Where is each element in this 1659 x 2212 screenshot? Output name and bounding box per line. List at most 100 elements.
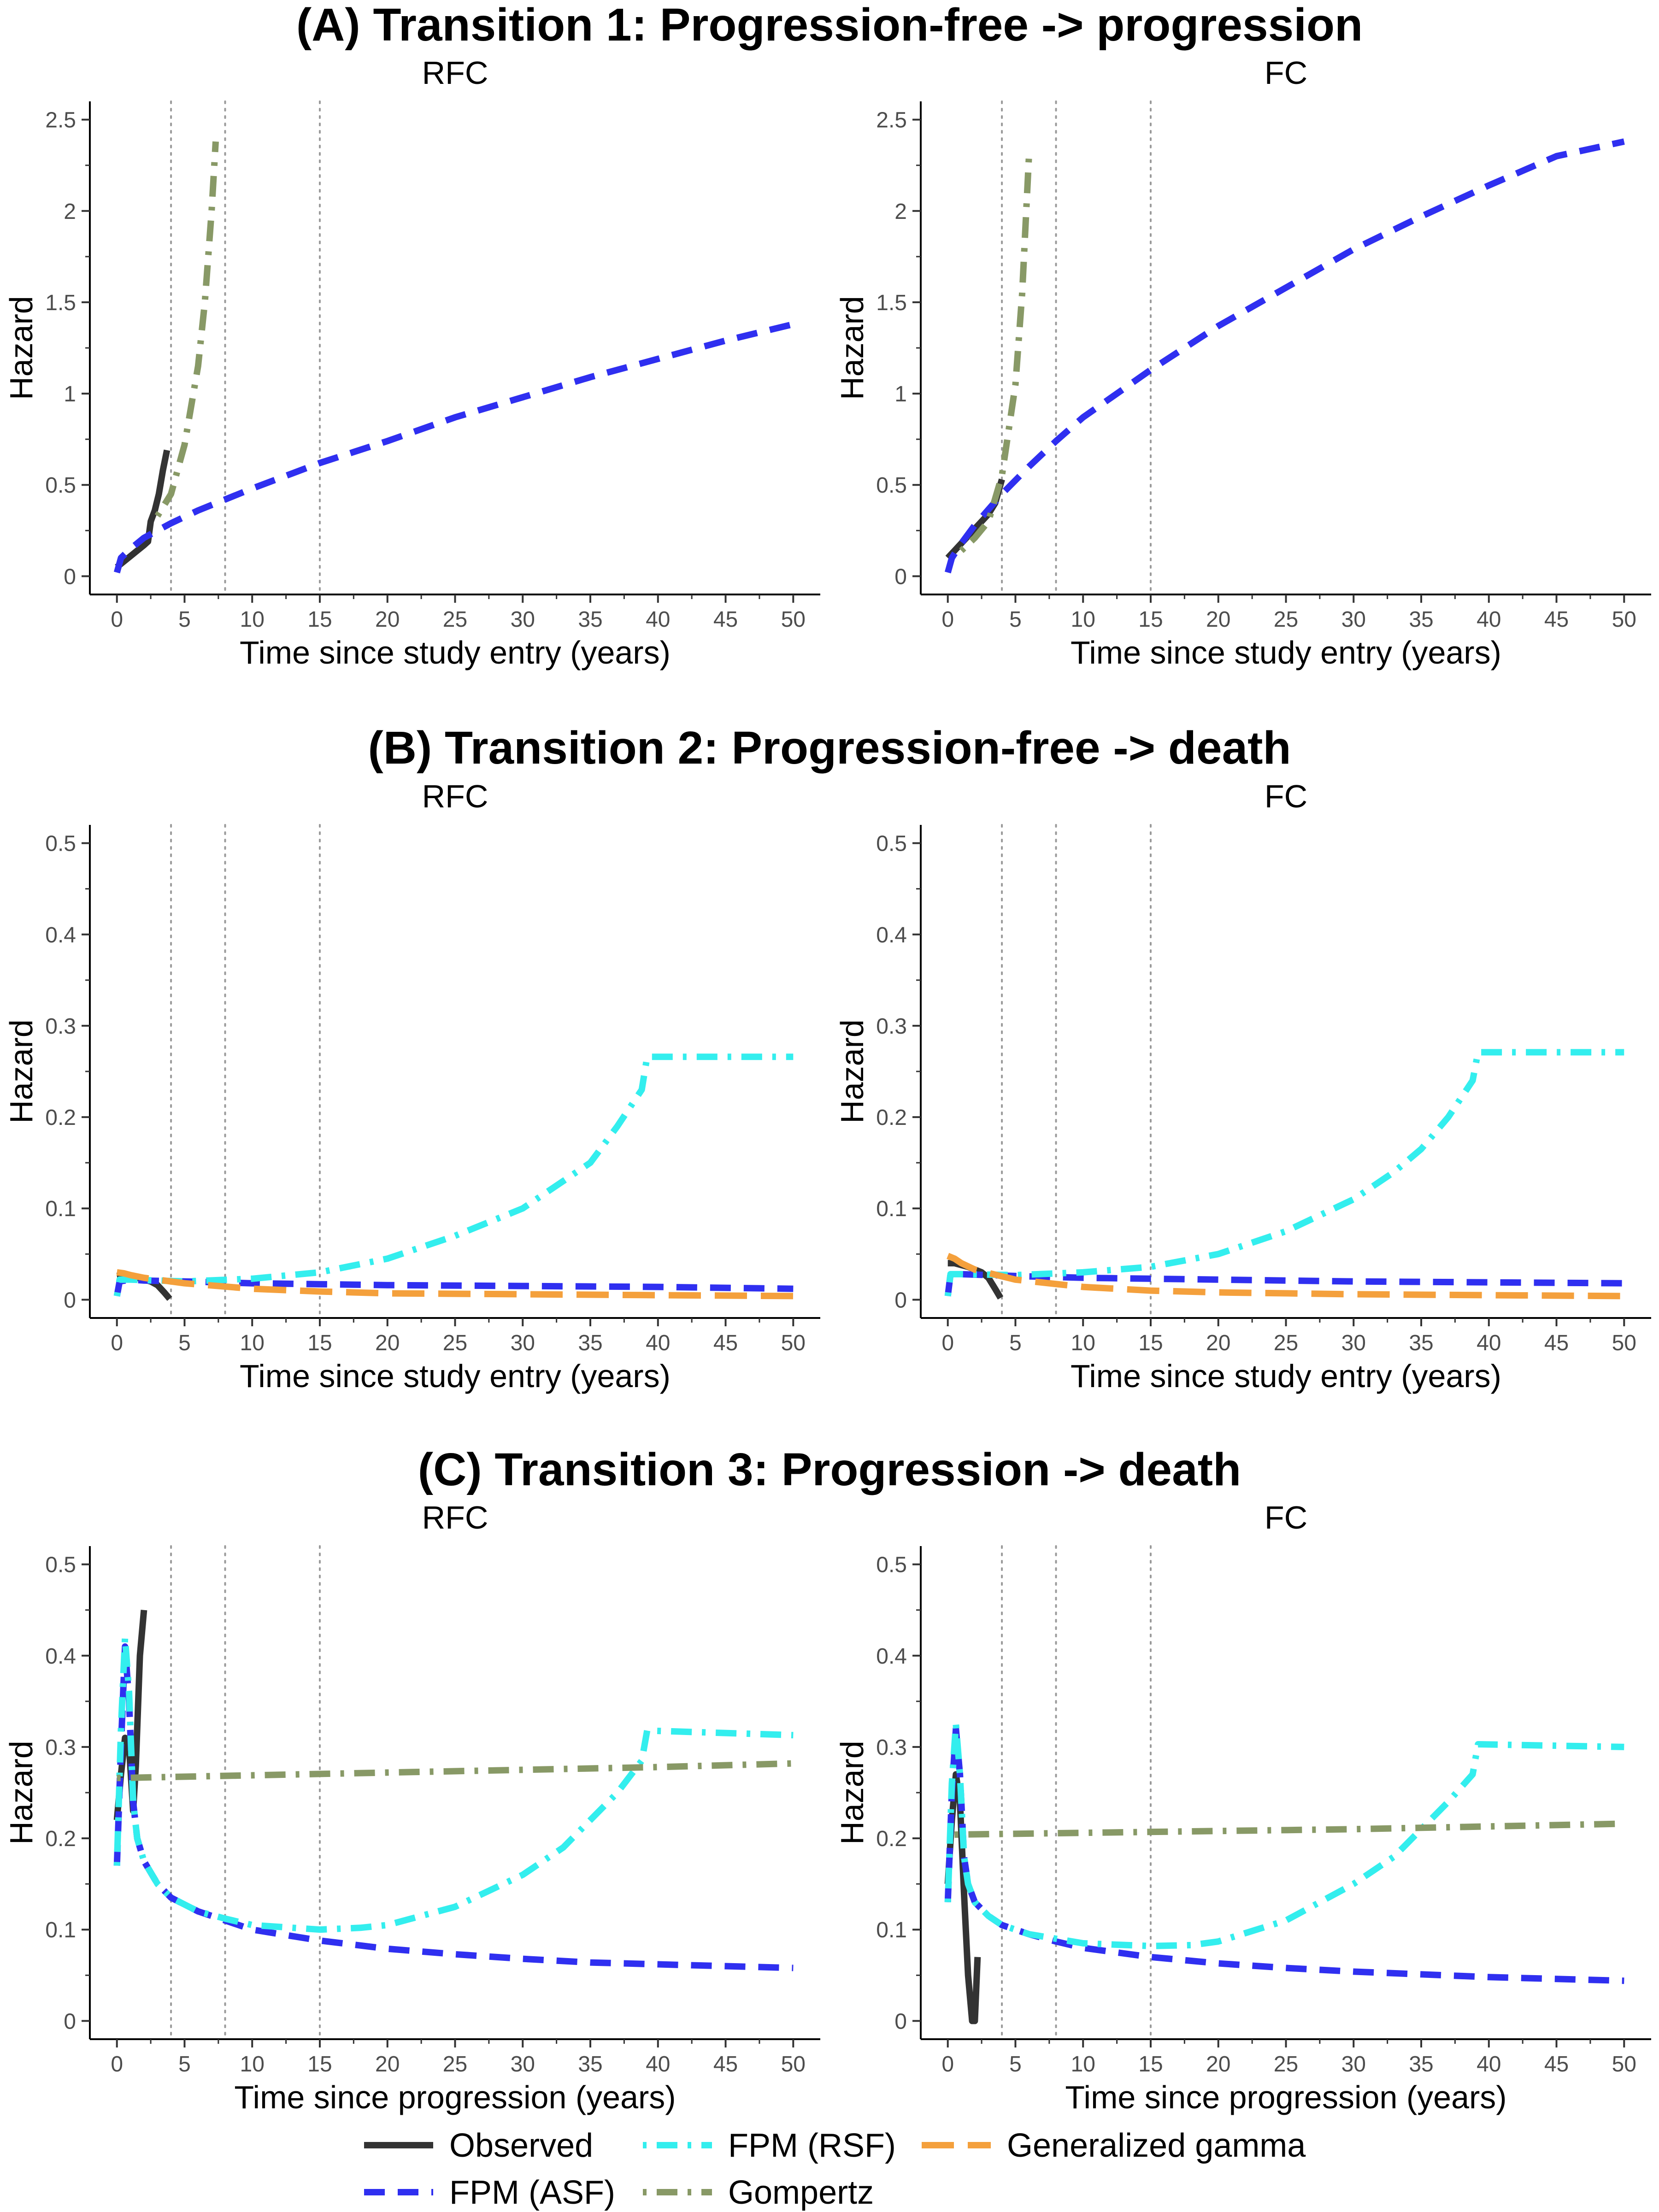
- x-tick-label: 25: [1274, 2052, 1298, 2077]
- x-tick-label: 25: [1274, 607, 1298, 632]
- x-tick-label: 40: [646, 607, 670, 632]
- y-tick-label: 0.3: [45, 1014, 76, 1039]
- x-axis-title: Time since progression (years): [1065, 2079, 1506, 2115]
- x-tick-label: 25: [1274, 1331, 1298, 1355]
- y-tick-label: 1: [894, 382, 907, 406]
- panel-title: FC: [1265, 778, 1307, 814]
- y-tick-label: 0.2: [876, 1827, 907, 1851]
- x-tick-label: 5: [1009, 2052, 1022, 2077]
- x-tick-label: 30: [1341, 1331, 1366, 1355]
- x-tick-label: 50: [781, 1331, 806, 1355]
- x-tick-label: 40: [1477, 2052, 1501, 2077]
- panel-b-rfc: RFC 0 5 10 15 20 25 30 35 40 45 50 0 0.1 0.2 0.3 0.4 0.5 T…: [3, 778, 820, 1394]
- y-axis-title: Hazard: [3, 1741, 39, 1845]
- x-tick-label: 35: [1409, 2052, 1433, 2077]
- x-tick-label: 0: [941, 607, 954, 632]
- y-tick-label: 0: [894, 2009, 907, 2034]
- y-tick-label: 0.5: [45, 473, 76, 498]
- x-tick-label: 50: [1612, 1331, 1636, 1355]
- x-tick-label: 0: [111, 607, 123, 632]
- y-tick-label: 0.5: [876, 832, 907, 856]
- x-tick-label: 35: [578, 2052, 602, 2077]
- y-tick-label: 0.3: [876, 1735, 907, 1760]
- y-tick-label: 0.2: [45, 1827, 76, 1851]
- legend-item-fpm-asf: FPM (ASF): [364, 2174, 615, 2211]
- series-gompertz: [954, 1820, 1624, 1838]
- x-axis-title: Time since progression (years): [234, 2079, 676, 2115]
- x-tick-label: 0: [941, 1331, 954, 1355]
- x-tick-label: 30: [511, 607, 535, 632]
- x-tick-label: 45: [1544, 2052, 1569, 2077]
- series-observed: [115, 449, 171, 570]
- y-tick-label: 0.4: [876, 923, 907, 947]
- x-tick-label: 50: [781, 607, 806, 632]
- legend-item-observed: Observed: [364, 2127, 593, 2164]
- x-tick-label: 20: [1206, 607, 1230, 632]
- x-tick-label: 5: [1009, 1331, 1022, 1355]
- x-tick-label: 30: [1341, 2052, 1366, 2077]
- panel-a-rfc: RFC 0 5 10 15 20 25 30 35 40 45 50 0 0.5 1 1.5 2 2.5 Time …: [3, 55, 820, 671]
- y-tick-label: 0: [64, 1288, 76, 1312]
- panel-a-fc: FC 0 5 10 15 20 25 30 35 40 45 50 0 0.5 1 1.5 2 2.5 Time s…: [834, 55, 1651, 671]
- x-tick-label: 25: [443, 2052, 467, 2077]
- y-tick-label: 1: [64, 382, 76, 406]
- panel-c-fc: FC 0 5 10 15 20 25 30 35 40 45 50 0 0.1 0.2 0.3 0.4 0.5 Ti…: [834, 1500, 1651, 2115]
- x-tick-label: 40: [1477, 607, 1501, 632]
- x-axis-title: Time since study entry (years): [1071, 635, 1501, 671]
- x-tick-label: 30: [1341, 607, 1366, 632]
- y-tick-label: 0: [64, 565, 76, 589]
- y-tick-label: 0.4: [45, 1644, 76, 1669]
- legend-label: Observed: [449, 2127, 593, 2164]
- x-tick-label: 45: [713, 1331, 738, 1355]
- x-tick-label: 5: [178, 2052, 191, 2077]
- y-tick-label: 0.3: [45, 1735, 76, 1760]
- panel-title: FC: [1265, 1500, 1307, 1535]
- y-tick-label: 0: [894, 1288, 907, 1312]
- series-fpm-rsf: [113, 1053, 794, 1297]
- y-tick-label: 2: [64, 200, 76, 224]
- series-generalized-gamma: [116, 1269, 794, 1300]
- series-fpm-asf: [944, 1271, 1624, 1297]
- x-tick-label: 20: [1206, 1331, 1230, 1355]
- y-tick-label: 0.2: [876, 1106, 907, 1130]
- x-tick-label: 30: [511, 1331, 535, 1355]
- x-tick-label: 0: [111, 2052, 123, 2077]
- y-tick-label: 2.5: [876, 108, 907, 133]
- panel-title: RFC: [422, 778, 488, 814]
- y-tick-label: 0.5: [876, 473, 907, 498]
- x-tick-label: 40: [1477, 1331, 1501, 1355]
- series-fpm-rsf: [113, 1634, 794, 1933]
- y-tick-label: 0.4: [45, 923, 76, 947]
- x-tick-label: 20: [375, 2052, 400, 2077]
- y-tick-label: 2: [894, 200, 907, 224]
- y-axis-title: Hazard: [3, 1019, 39, 1124]
- x-tick-label: 40: [646, 1331, 670, 1355]
- x-tick-label: 0: [111, 1331, 123, 1355]
- row-title-b: (B) Transition 2: Progression-free -> de…: [368, 722, 1291, 774]
- x-tick-label: 0: [941, 2052, 954, 2077]
- x-tick-label: 45: [713, 607, 738, 632]
- y-tick-label: 0.5: [45, 832, 76, 856]
- y-axis-title: Hazard: [3, 296, 39, 400]
- x-tick-label: 30: [511, 2052, 535, 2077]
- row-title-a: (A) Transition 1: Progression-free -> pr…: [296, 0, 1363, 51]
- x-tick-label: 15: [1138, 2052, 1163, 2077]
- x-tick-label: 15: [307, 1331, 332, 1355]
- x-tick-label: 25: [443, 607, 467, 632]
- x-tick-label: 45: [1544, 1331, 1569, 1355]
- y-tick-label: 0.1: [876, 1197, 907, 1221]
- legend-item-fpm-rsf: FPM (RSF): [643, 2127, 896, 2164]
- x-tick-label: 50: [781, 2052, 806, 2077]
- x-axis-title: Time since study entry (years): [1071, 1358, 1501, 1394]
- y-tick-label: 1.5: [45, 291, 76, 315]
- x-tick-label: 35: [578, 607, 602, 632]
- y-tick-label: 0.5: [876, 1553, 907, 1577]
- panel-title: RFC: [422, 1500, 488, 1535]
- y-tick-label: 1.5: [876, 291, 907, 315]
- legend-label: FPM (ASF): [449, 2174, 615, 2211]
- legend: Observed FPM (ASF) FPM (RSF) Gompertz Genera…: [364, 2127, 1306, 2211]
- x-tick-label: 50: [1612, 2052, 1636, 2077]
- y-tick-label: 0.5: [45, 1553, 76, 1577]
